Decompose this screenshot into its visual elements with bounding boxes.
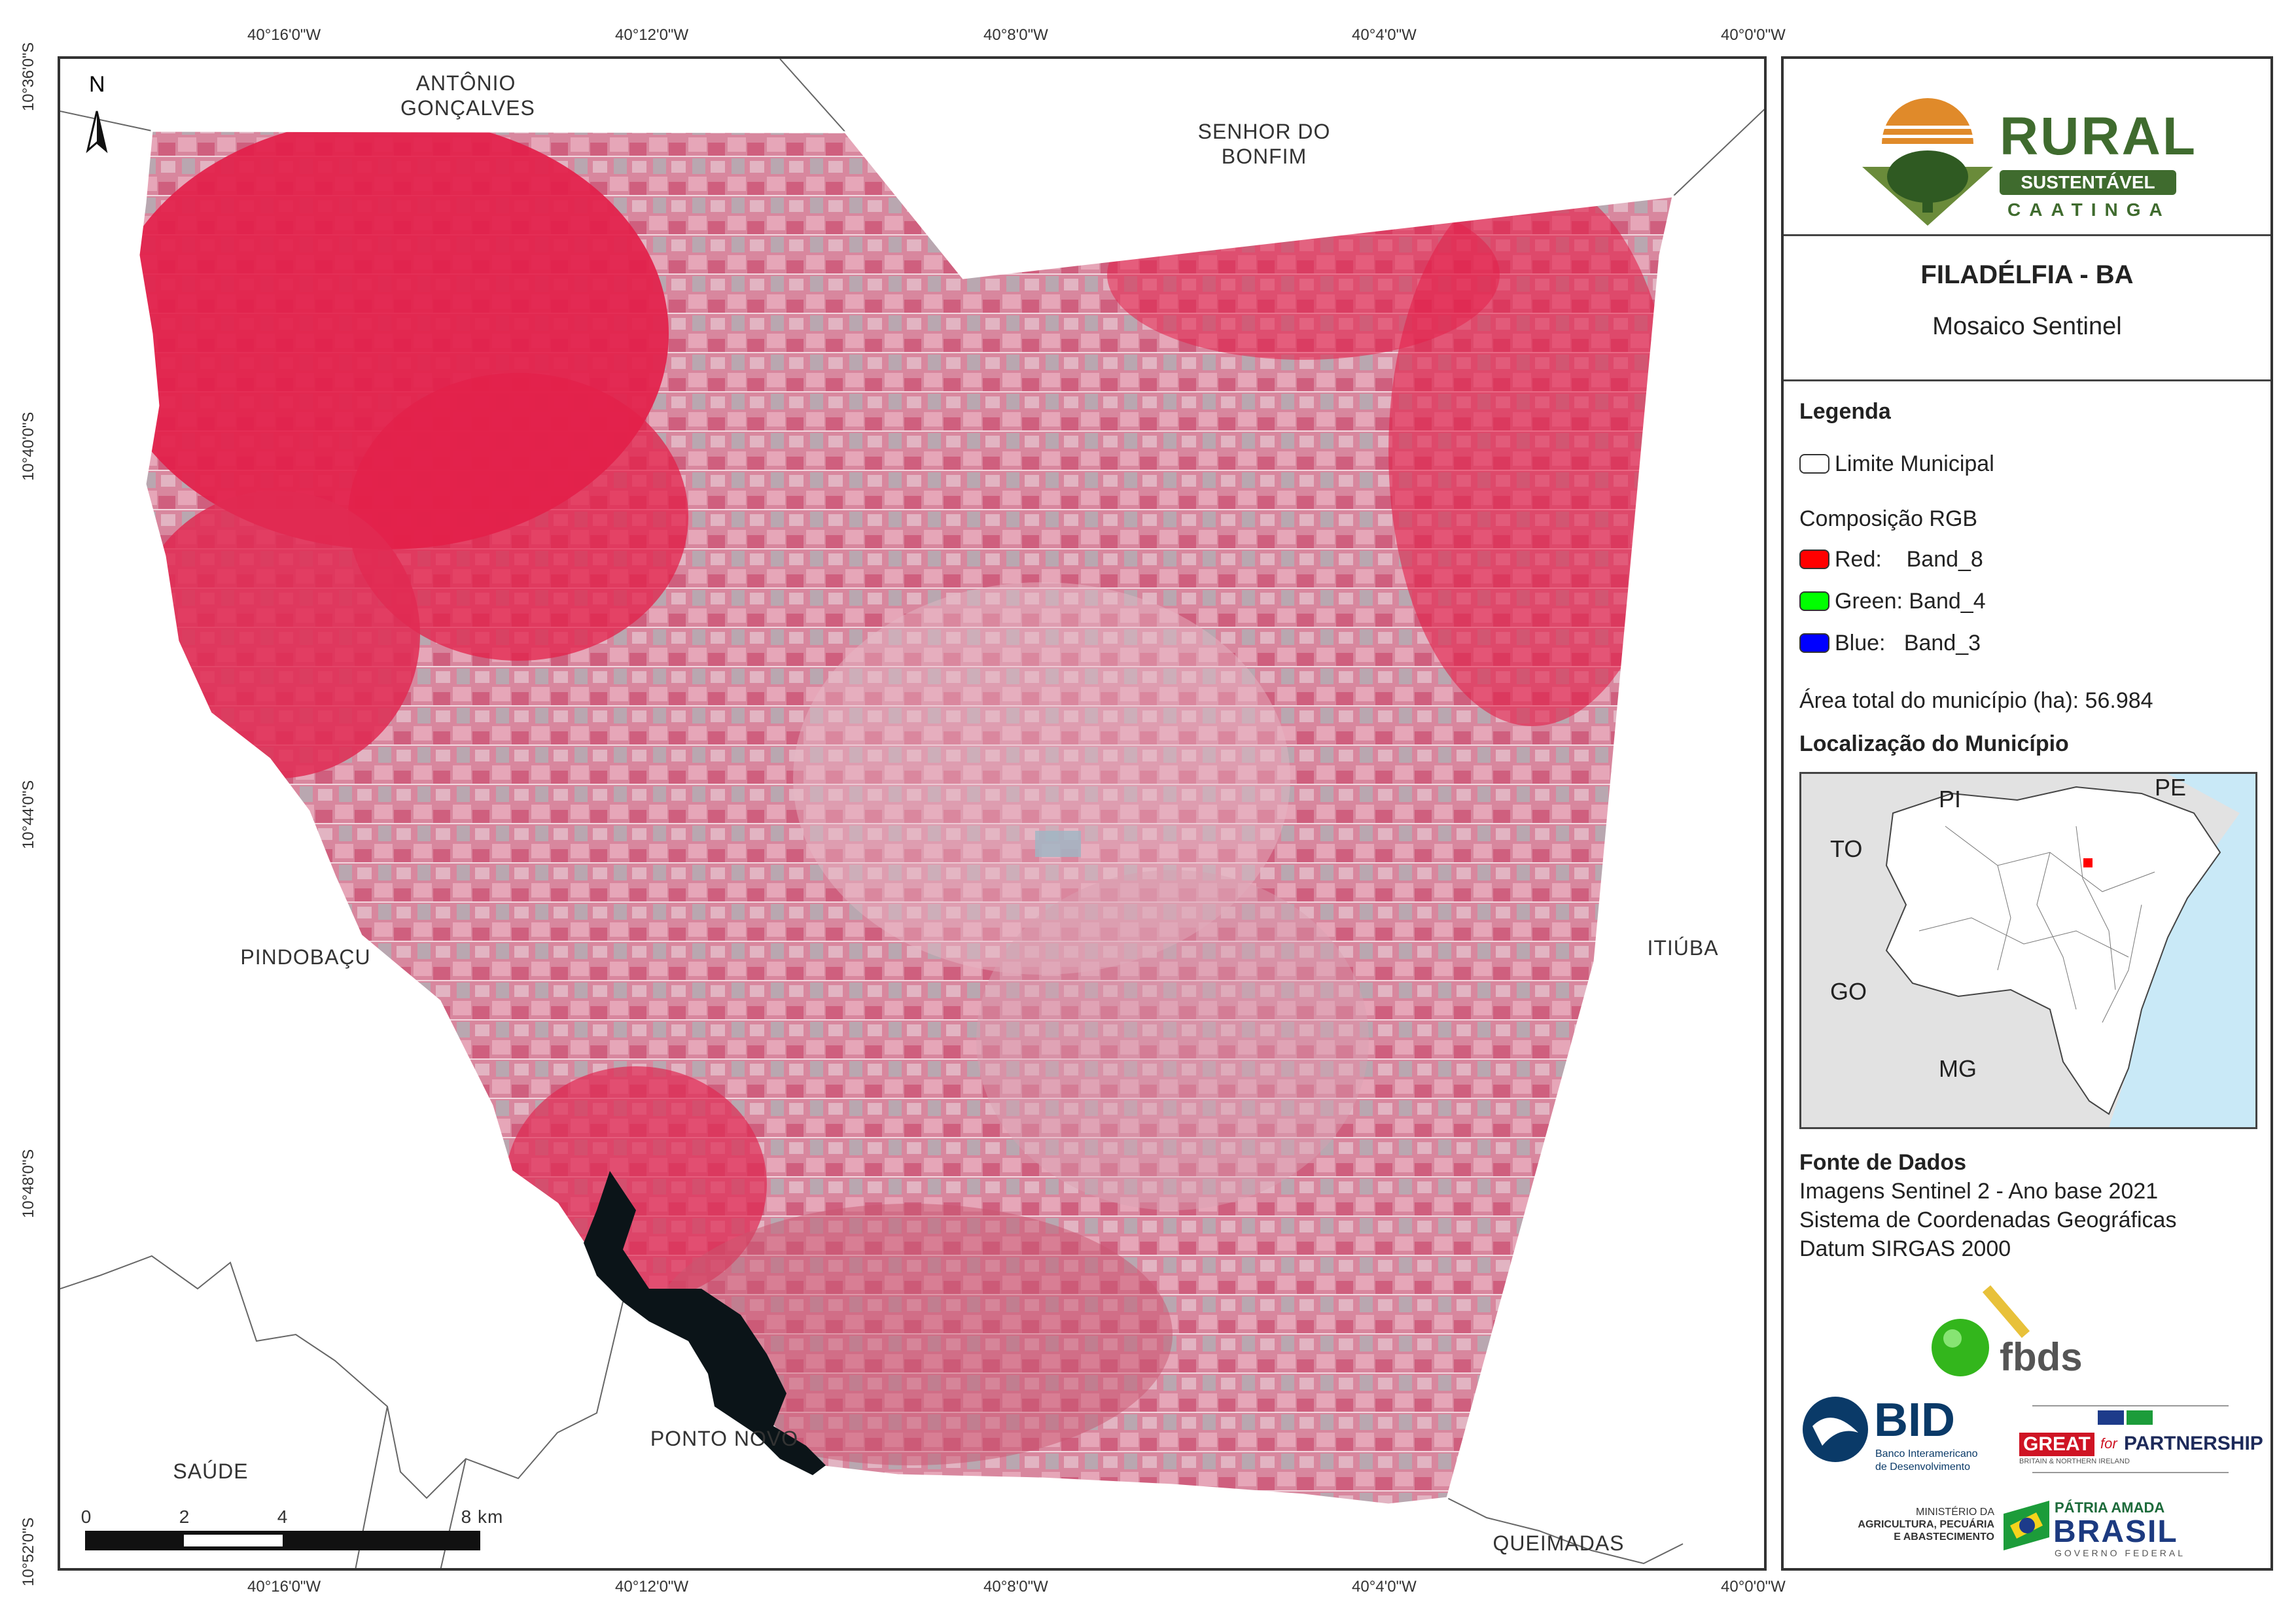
map-title: FILADÉLFIA - BA: [1920, 260, 2134, 289]
neighbor-itiuba: ITIÚBA: [1647, 936, 1719, 960]
lon-label-bottom: 40°12'0"W: [615, 1578, 689, 1596]
legend-panel: RURAL SUSTENTÁVEL CAATINGA FILADÉLFIA - …: [1781, 56, 2273, 1571]
logo-ribbon: SUSTENTÁVEL: [2000, 170, 2176, 195]
inset-label-go: GO: [1830, 978, 1867, 1005]
inset-label-to: TO: [1830, 835, 1863, 862]
neighbor-senhor-do-bonfim: SENHOR DO BONFIM: [1197, 120, 1331, 168]
lon-label-bottom: 40°0'0"W: [1721, 1578, 1786, 1596]
rgb-heading: Composição RGB: [1799, 506, 1978, 531]
source-line: Sistema de Coordenadas Geográficas: [1799, 1208, 2177, 1232]
neighbor-boundaries: [60, 59, 1764, 1568]
lat-label: 10°52'0"S: [20, 1517, 37, 1586]
brasil-sub: GOVERNO FEDERAL: [2055, 1548, 2186, 1558]
divider: [2032, 1405, 2229, 1406]
limit-swatch: [1799, 454, 1829, 474]
red-band-label: Red: Band_8: [1835, 547, 1983, 572]
divider: [1784, 379, 2270, 381]
lon-label-top: 40°16'0"W: [247, 26, 321, 44]
north-label: N: [89, 72, 105, 97]
map-subtitle: Mosaico Sentinel: [1932, 313, 2122, 340]
great-partnership-logo: GREAT for PARTNERSHIP BRITAIN & NORTHERN…: [2019, 1410, 2268, 1476]
scale-label-4: 4: [277, 1507, 289, 1527]
red-band-swatch: [1799, 550, 1829, 569]
great-sub: BRITAIN & NORTHERN IRELAND: [2019, 1457, 2130, 1465]
great-partnership: PARTNERSHIP: [2124, 1433, 2263, 1454]
lat-label: 10°36'0"S: [20, 42, 37, 111]
brazil-flag-icon: [2127, 1410, 2153, 1425]
municipality-mosaic: [137, 130, 1674, 1506]
divider: [2032, 1472, 2229, 1473]
green-band-label: Green: Band_4: [1835, 589, 1986, 614]
inset-label-pi: PI: [1939, 786, 1962, 812]
sources-heading: Fonte de Dados: [1799, 1150, 1967, 1175]
great-text: GREAT: [2019, 1433, 2094, 1456]
location-inset-map: PI PE TO GO MG: [1799, 772, 2257, 1129]
bid-line1: Banco Interamericano: [1875, 1448, 1978, 1459]
uk-flag-icon: [2098, 1410, 2124, 1425]
bid-line2: de Desenvolvimento: [1875, 1461, 1970, 1473]
neighbor-queimadas: QUEIMADAS: [1492, 1531, 1625, 1555]
map-frame: N ANTÔNIO GONÇALVES SENHOR DO BONFIM PINDO…: [58, 56, 1767, 1571]
neighbor-pindobacu: PINDOBAÇU: [240, 945, 371, 969]
lat-label: 10°44'0"S: [20, 780, 37, 849]
lat-label: 10°48'0"S: [20, 1149, 37, 1218]
inset-label-pe: PE: [2155, 774, 2187, 801]
logo-caatinga: CAATINGA: [2007, 200, 2171, 220]
bid-logo: BID Banco Interamericano de Desenvolvime…: [1799, 1393, 2009, 1478]
fbds-globe-icon: [1932, 1285, 2030, 1376]
bid-acronym: BID: [1874, 1394, 1955, 1446]
ministry-text: MINISTÉRIO DA AGRICULTURA, PECUÁRIA E AB…: [1858, 1507, 1994, 1543]
lon-label-top: 40°0'0"W: [1721, 26, 1786, 44]
lon-label-bottom: 40°16'0"W: [247, 1578, 321, 1596]
scale-bar: [85, 1531, 480, 1550]
rural-sustentavel-logo: RURAL SUSTENTÁVEL CAATINGA: [1862, 98, 2216, 262]
brasil-main: BRASIL: [2053, 1514, 2178, 1549]
logo-rural: RURAL: [2000, 107, 2197, 166]
north-arrow-icon: [86, 111, 108, 154]
lon-label-bottom: 40°4'0"W: [1352, 1578, 1417, 1596]
lat-label: 10°40'0"S: [20, 411, 37, 481]
location-heading: Localização do Município: [1799, 731, 2069, 756]
inset-label-mg: MG: [1939, 1055, 1977, 1082]
legend-heading: Legenda: [1799, 399, 1891, 424]
limit-label: Limite Municipal: [1835, 451, 1994, 476]
tree-sun-icon: [1862, 98, 1993, 226]
neighbor-antonio-goncalves: ANTÔNIO GONÇALVES: [400, 71, 535, 120]
area-text: Área total do município (ha): 56.984: [1799, 688, 2153, 713]
scale-label-8km: 8 km: [461, 1507, 504, 1527]
brasil-top: PÁTRIA AMADA: [2055, 1499, 2165, 1516]
green-band-swatch: [1799, 591, 1829, 611]
source-line: Imagens Sentinel 2 - Ano base 2021: [1799, 1179, 2159, 1204]
lon-label-top: 40°8'0"W: [983, 26, 1048, 44]
lon-label-bottom: 40°8'0"W: [983, 1578, 1048, 1596]
scale-label-0: 0: [80, 1507, 92, 1527]
great-for: for: [2100, 1435, 2117, 1452]
bid-emblem-icon: [1803, 1397, 1868, 1462]
lon-label-top: 40°12'0"W: [615, 26, 689, 44]
neighbor-ponto-novo: PONTO NOVO: [650, 1427, 799, 1450]
map-canvas: N: [60, 59, 1764, 1568]
fbds-logo: fbds: [1928, 1282, 2098, 1380]
source-line: Datum SIRGAS 2000: [1799, 1236, 2011, 1261]
brasil-flag-icon: [2004, 1501, 2049, 1550]
divider: [1784, 234, 2270, 236]
blue-band-label: Blue: Band_3: [1835, 631, 1981, 655]
scale-label-2: 2: [179, 1507, 190, 1527]
reservoir-water: [584, 1171, 826, 1475]
fbds-text: fbds: [2000, 1335, 2083, 1379]
lon-label-top: 40°4'0"W: [1352, 26, 1417, 44]
blue-band-swatch: [1799, 633, 1829, 653]
neighbor-saude: SAÚDE: [173, 1459, 249, 1483]
